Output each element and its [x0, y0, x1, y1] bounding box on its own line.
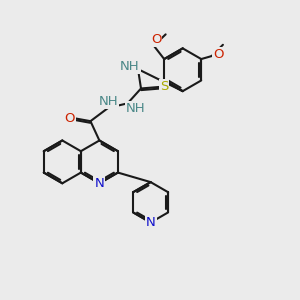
Text: NH: NH — [120, 60, 140, 73]
Text: N: N — [146, 216, 155, 229]
Text: N: N — [94, 177, 104, 190]
Text: O: O — [151, 33, 161, 46]
Text: O: O — [213, 48, 224, 61]
Text: NH: NH — [98, 95, 118, 108]
Text: O: O — [64, 112, 75, 125]
Text: NH: NH — [126, 102, 146, 115]
Text: S: S — [160, 80, 168, 94]
